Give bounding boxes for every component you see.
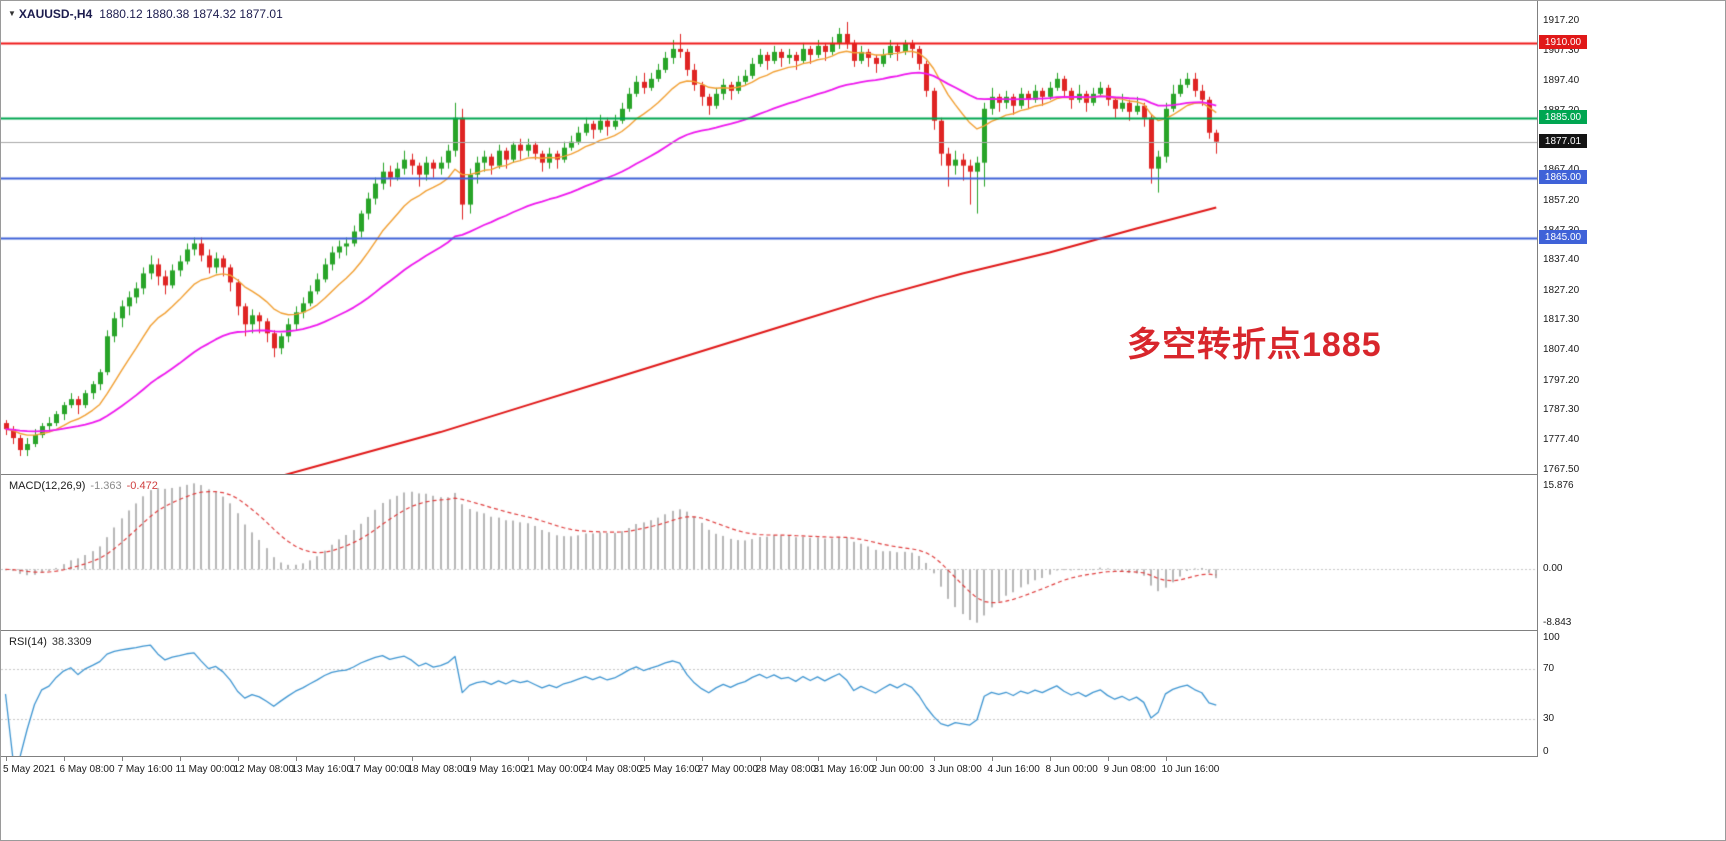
price-tick-label: 1787.30 [1543,404,1580,416]
macd-signal-value: -0.472 [126,480,158,492]
time-tick-label: 18 May 08:00 [407,764,469,775]
annotation-text[interactable]: 多空转折点1885 [1127,326,1382,364]
price-tick-label: 1917.20 [1543,15,1580,27]
time-tick-label: 17 May 00:00 [349,764,411,775]
time-axis[interactable]: 5 May 2021 6 May 08:00 7 May 16:00 11 May 0… [1,757,1725,785]
time-tick-label: 3 Jun 08:00 [929,764,982,775]
price-tick-label: 1907.30 [1543,44,1580,56]
price-chart-canvas[interactable] [1,1,1537,474]
time-tick-mark [1050,757,1051,761]
price-tick-label: 1767.50 [1543,463,1580,475]
time-tick-mark [296,757,297,761]
time-tick-mark [412,757,413,761]
time-tick-mark [818,757,819,761]
panel-divider [1,630,1725,631]
time-tick-mark [702,757,703,761]
time-tick-mark [180,757,181,761]
price-tick-label: 1817.30 [1543,314,1580,326]
time-tick-label: 4 Jun 16:00 [987,764,1040,775]
price-tick-label: 1827.20 [1543,284,1580,296]
time-tick-label: 28 May 08:00 [755,764,817,775]
time-tick-mark [992,757,993,761]
time-tick-label: 12 May 08:00 [233,764,295,775]
macd-axis-label: -8.843 [1543,617,1572,628]
time-tick-label: 24 May 08:00 [581,764,643,775]
price-line-badge: 1845.00 [1539,229,1587,244]
time-tick-mark [470,757,471,761]
time-tick-label: 31 May 16:00 [813,764,875,775]
symbol-period-label: XAUUSD-,H4 [18,7,93,21]
time-tick-label: 19 May 16:00 [465,764,527,775]
time-tick-label: 5 May 2021 [3,764,56,775]
time-tick-label: 7 May 16:00 [117,764,173,775]
time-tick-mark [122,757,123,761]
price-line-badge: 1865.00 [1539,169,1587,184]
time-tick-label: 21 May 00:00 [523,764,585,775]
rsi-name: RSI(14) [9,636,47,648]
time-tick-mark [876,757,877,761]
macd-axis-label: 0.00 [1543,563,1563,575]
time-tick-mark [644,757,645,761]
rsi-axis-label: 0 [1543,746,1549,757]
macd-main-value: -1.363 [90,480,122,492]
rsi-value: 38.3309 [51,636,92,648]
price-tick-label: 1857.20 [1543,194,1580,206]
rsi-label: RSI(14) 38.3309 [9,636,92,648]
macd-label: MACD(12,26,9) -1.363 -0.472 [9,480,158,492]
time-tick-mark [238,757,239,761]
time-tick-mark [1108,757,1109,761]
price-tick-label: 1807.40 [1543,344,1580,356]
rsi-axis-label: 100 [1543,632,1560,643]
time-tick-mark [528,757,529,761]
time-tick-mark [6,757,7,761]
panel-divider [1,756,1725,757]
rsi-axis-label: 30 [1543,713,1555,725]
time-tick-label: 25 May 16:00 [639,764,701,775]
time-tick-mark [586,757,587,761]
price-line-badge: 1877.01 [1539,133,1587,148]
time-tick-label: 10 Jun 16:00 [1161,764,1220,775]
price-tick-label: 1837.40 [1543,254,1580,266]
price-tick-label: 1897.40 [1543,74,1580,86]
price-tick-label: 1797.20 [1543,374,1580,386]
time-tick-mark [64,757,65,761]
time-tick-mark [760,757,761,761]
price-axis[interactable]: 1917.201907.301897.401887.201867.401857.… [1537,1,1725,757]
macd-name: MACD(12,26,9) [9,480,86,492]
time-tick-mark [354,757,355,761]
time-tick-label: 8 Jun 00:00 [1045,764,1098,775]
time-tick-label: 2 Jun 00:00 [871,764,924,775]
time-tick-label: 9 Jun 08:00 [1103,764,1156,775]
time-tick-label: 6 May 08:00 [59,764,115,775]
ohlc-title: ▼ XAUUSD-,H4 1880.12 1880.38 1874.32 1877.… [8,7,283,21]
price-tick-label: 1777.40 [1543,433,1580,445]
macd-axis-label: 15.876 [1543,480,1574,491]
rsi-canvas[interactable] [1,631,1537,757]
time-tick-mark [1166,757,1167,761]
time-tick-label: 11 May 00:00 [175,764,236,775]
time-tick-label: 13 May 16:00 [291,764,353,775]
collapse-triangle-icon[interactable]: ▼ [8,9,16,18]
price-line-badge: 1910.00 [1539,34,1587,49]
ohlc-values: 1880.12 1880.38 1874.32 1877.01 [99,7,283,21]
panel-divider [1,474,1725,475]
macd-canvas[interactable] [1,475,1537,631]
time-tick-mark [934,757,935,761]
price-line-badge: 1885.00 [1539,109,1587,124]
rsi-axis-label: 70 [1543,662,1555,674]
time-tick-label: 27 May 00:00 [697,764,759,775]
